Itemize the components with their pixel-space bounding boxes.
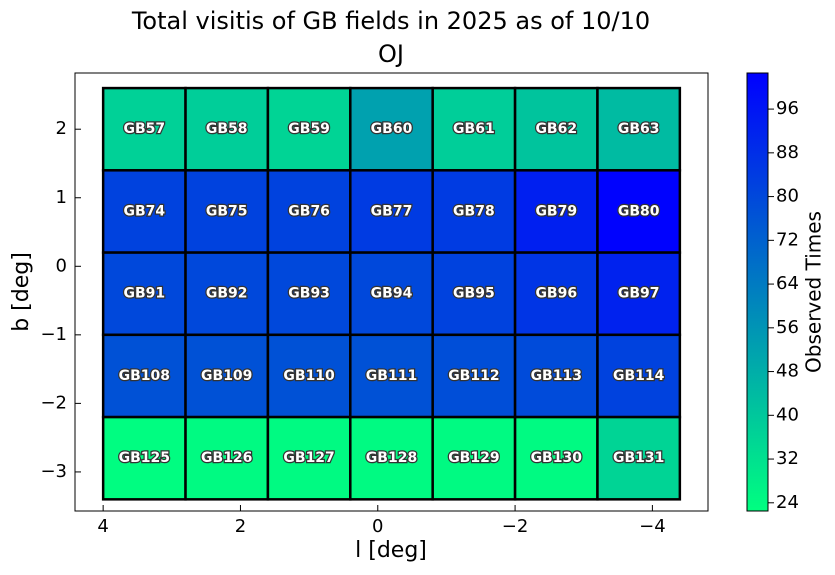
cell-label: GB75	[206, 203, 248, 219]
cell	[184, 86, 270, 172]
colorbar-tick-label: 24	[776, 492, 799, 513]
cell-label: GB74	[124, 203, 166, 219]
y-tick-label: −2	[40, 392, 67, 413]
cell-label: GB57	[124, 121, 166, 137]
colorbar-tick-label: 96	[776, 98, 799, 119]
cell-label: GB126	[201, 450, 252, 466]
cell-label: GB60	[371, 121, 413, 137]
cell-label: GB95	[453, 286, 495, 302]
colorbar-tick-label: 88	[776, 142, 799, 163]
cell-label: GB76	[288, 203, 330, 219]
cell	[596, 251, 682, 337]
cell	[101, 333, 187, 419]
cell	[101, 86, 187, 172]
cell-label: GB97	[618, 286, 660, 302]
chart-title: Total visitis of GB fields in 2025 as of…	[131, 7, 650, 35]
cell	[101, 169, 187, 254]
y-tick-label: −3	[40, 461, 67, 482]
chart-subtitle: OJ	[378, 40, 404, 68]
y-axis-label: b [deg]	[9, 252, 34, 332]
cell	[596, 415, 682, 501]
colorbar-tick-label: 80	[776, 186, 799, 207]
cell-label: GB127	[283, 450, 334, 466]
cell-label: GB96	[535, 286, 577, 302]
cell	[266, 415, 352, 501]
cell	[431, 169, 517, 254]
x-tick-label: 0	[372, 516, 383, 537]
cell-label: GB108	[119, 368, 170, 384]
cell-label: GB92	[206, 286, 248, 302]
cell-label: GB63	[618, 121, 660, 137]
cell-label: GB112	[448, 368, 499, 384]
cell-label: GB111	[366, 368, 417, 384]
y-tick-label: −1	[40, 324, 67, 345]
cell-label: GB110	[283, 368, 335, 384]
cell	[513, 86, 599, 172]
x-tick-label: −2	[502, 516, 529, 537]
y-tick-label: 0	[56, 255, 67, 276]
cell-label: GB77	[371, 203, 413, 219]
cell-label: GB114	[613, 368, 665, 384]
cell	[101, 415, 187, 501]
cell	[513, 251, 599, 337]
cell-label: GB129	[448, 450, 499, 466]
x-axis-label: l [deg]	[355, 538, 427, 563]
cell-label: GB113	[531, 368, 582, 384]
cell-label: GB93	[288, 286, 330, 302]
cell-label: GB109	[201, 368, 252, 384]
x-tick-label: 2	[235, 516, 246, 537]
cell-label: GB94	[371, 286, 413, 302]
colorbar-tick-label: 48	[776, 361, 799, 382]
cell	[513, 333, 599, 419]
y-tick-label: 2	[56, 118, 67, 139]
cell	[431, 251, 517, 337]
cell	[513, 415, 599, 501]
cell-label: GB58	[206, 121, 248, 137]
cell-label: GB78	[453, 203, 495, 219]
cell-label: GB128	[366, 450, 417, 466]
colorbar-tick-label: 56	[776, 317, 799, 338]
x-tick-label: −4	[639, 516, 666, 537]
cell-label: GB59	[288, 121, 330, 137]
cell-label: GB91	[124, 286, 166, 302]
cell-label: GB79	[535, 203, 577, 219]
cell-label: GB61	[453, 121, 495, 137]
cell-label: GB80	[618, 203, 660, 219]
colorbar-label: Observed Times	[802, 211, 826, 373]
colorbar-tick-label: 40	[776, 404, 799, 425]
cell-label: GB130	[531, 450, 583, 466]
y-tick-label: 1	[56, 187, 67, 208]
cell	[184, 251, 270, 337]
cell	[184, 333, 270, 419]
colorbar-tick-label: 64	[776, 273, 799, 294]
cell	[266, 169, 352, 254]
colorbar	[746, 72, 769, 512]
cell-label: GB131	[613, 450, 664, 466]
colorbar-tick-label: 72	[776, 229, 799, 250]
x-tick-label: 4	[97, 516, 108, 537]
plot-frame	[74, 72, 709, 512]
cell	[596, 169, 682, 254]
cell-label: GB125	[119, 450, 170, 466]
cell-label: GB62	[535, 121, 577, 137]
cell	[266, 251, 352, 337]
colorbar-tick-label: 32	[776, 448, 799, 469]
